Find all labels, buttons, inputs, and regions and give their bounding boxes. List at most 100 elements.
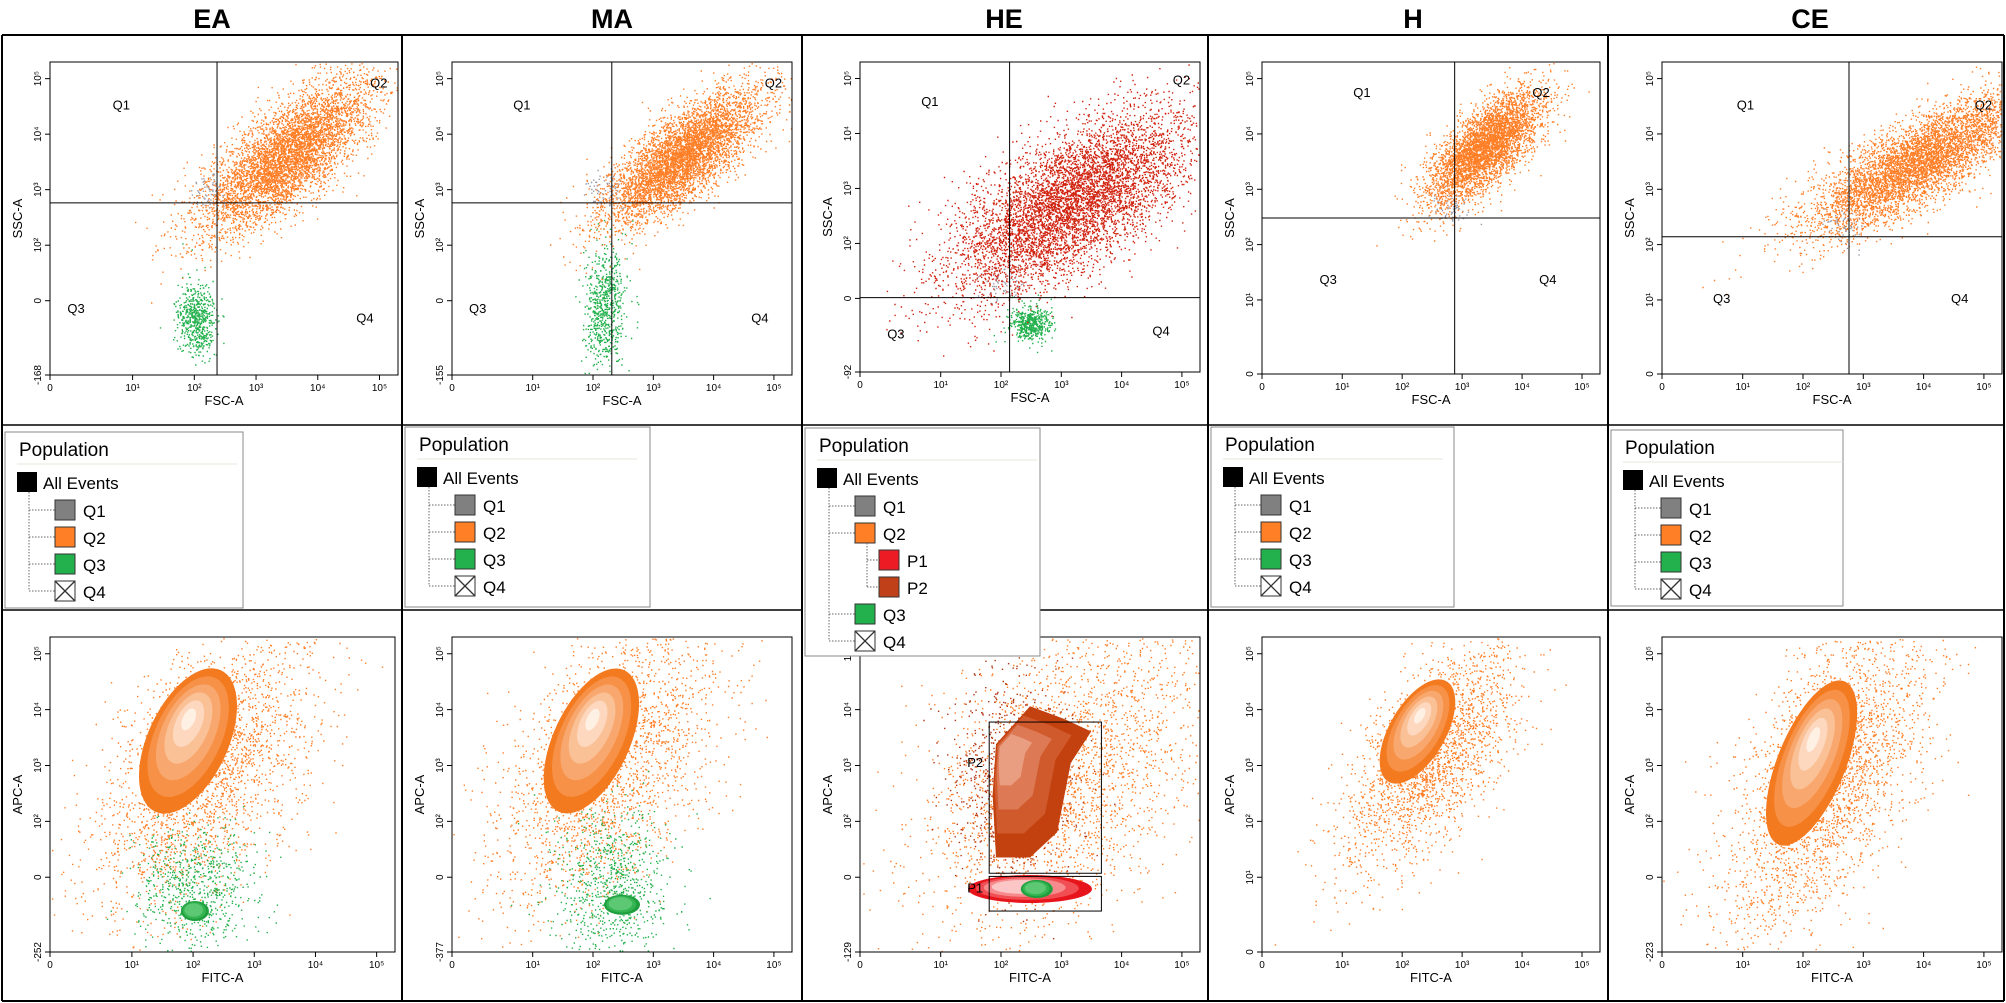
density-contour (1024, 882, 1046, 895)
legend-title: Population (819, 436, 909, 457)
x-axis-label: FITC-A (601, 970, 643, 985)
plot-frame (451, 61, 793, 376)
legend-label-q4: Q4 (1689, 581, 1712, 600)
x-axis-label: FSC-A (1011, 390, 1050, 405)
legend-label-q4: Q4 (883, 633, 906, 652)
q4-cross (854, 630, 876, 652)
x-tick-label: 10³ (247, 960, 262, 971)
y-tick-label: 10² (1645, 813, 1656, 828)
x-tick-label: 10⁵ (766, 960, 781, 971)
x-tick-label: 10¹ (525, 960, 540, 971)
legend-box (4, 431, 244, 609)
y-tick-label: -168 (33, 365, 44, 385)
q3-density (604, 894, 640, 915)
legend-label-q1: Q1 (1689, 500, 1712, 519)
plot-frame (1261, 636, 1601, 953)
y-tick-label: 10⁴ (1645, 702, 1656, 717)
legend-label-q4: Q4 (1289, 578, 1312, 597)
x-tick-label: 10² (1796, 960, 1811, 971)
q3-density (180, 901, 209, 922)
q4-cross (1660, 578, 1682, 600)
y-tick-label: 0 (435, 874, 446, 880)
legend-label-q1: Q1 (1289, 497, 1312, 516)
x-tick-label: 10³ (646, 960, 661, 971)
quadrant-label-q3: Q3 (1713, 291, 1730, 306)
x-tick-label: 10⁴ (308, 960, 323, 971)
column-title-ea: EA (193, 4, 231, 34)
plot-frame (49, 61, 399, 376)
x-tick-label: 10⁵ (1976, 382, 1991, 393)
x-axis-label: FSC-A (205, 393, 244, 408)
x-tick-label: 10⁴ (1114, 380, 1129, 391)
x-tick-label: 10¹ (1335, 960, 1350, 971)
legend-label-q4: Q4 (483, 578, 506, 597)
swatch-q2 (1660, 524, 1682, 546)
swatch-q1 (1260, 494, 1282, 516)
y-tick-label: 10⁵ (435, 646, 446, 661)
all-events-label: All Events (43, 474, 119, 493)
y-tick-label: 10³ (1645, 181, 1656, 196)
legend-label-q1: Q1 (483, 497, 506, 516)
y-tick-label: 0 (843, 874, 854, 880)
x-tick-label: 0 (1659, 960, 1665, 971)
x-tick-label: 10² (1395, 382, 1410, 393)
scatter-plot-ce: Q1 Q2 Q3 Q4 0 10¹ 10² 10³ 10⁴ 10⁵ 0 10¹ 10² 10³ 10⁴ 10⁵… (1622, 61, 2003, 407)
q3-scatter (106, 806, 282, 952)
y-tick-label: -223 (1645, 942, 1656, 962)
column-title-h: H (1403, 4, 1423, 34)
y-tick-label: 10³ (435, 182, 446, 197)
legend-title: Population (1225, 435, 1315, 456)
plot-frame (49, 636, 396, 953)
y-tick-label: 10² (843, 813, 854, 828)
event-dots (1702, 66, 2003, 296)
event-dots (1376, 63, 1590, 247)
y-tick-label: 10³ (435, 758, 446, 773)
quadrant-label-q2: Q2 (370, 76, 387, 91)
q2-density (1765, 680, 1858, 846)
y-tick-label: 10³ (843, 758, 854, 773)
x-tick-label: 0 (449, 960, 455, 971)
plots-layer: Q1 Q2 Q3 Q4 0 10¹ 10² 10³ 10⁴ 10⁵ -168 0 10² 10³ 10⁴ 10… (10, 61, 2003, 985)
y-tick-label: 10² (435, 813, 446, 828)
all-events-swatch (1623, 470, 1643, 490)
x-tick-label: 10⁵ (1174, 380, 1189, 391)
density-plot-he: P2P1010¹10²10³10⁴10⁵-129010²10³10⁴10⁵FIT… (820, 636, 1201, 985)
y-tick-label: 10⁴ (435, 126, 446, 141)
legend-label-q3: Q3 (883, 606, 906, 625)
y-tick-label: 0 (1645, 874, 1656, 880)
q2-density (139, 668, 237, 814)
legend-title: Population (1625, 438, 1715, 459)
x-tick-label: 0 (449, 383, 455, 394)
y-tick-label: 10⁵ (33, 646, 44, 661)
x-tick-label: 10¹ (125, 960, 140, 971)
legend-ea: Population All Events Q1 Q2 Q3 Q4 (4, 431, 244, 609)
legend-box (804, 427, 1041, 657)
y-tick-label: 10² (33, 237, 44, 252)
x-tick-label: 0 (1659, 382, 1665, 393)
event-dots (106, 806, 282, 952)
density-contour (1414, 707, 1426, 724)
p2-density (992, 706, 1092, 858)
y-tick-label: 10² (843, 236, 854, 251)
event-dots (886, 64, 1200, 357)
swatch-q1 (454, 494, 476, 516)
y-axis-label: APC-A (412, 774, 427, 814)
y-tick-label: 10⁴ (33, 702, 44, 717)
y-tick-label: 10³ (1245, 181, 1256, 196)
q3-cloud (993, 294, 1057, 354)
event-dots (575, 219, 640, 375)
x-axis-label: FITC-A (1410, 970, 1452, 985)
x-tick-label: 10³ (1856, 382, 1871, 393)
density-plot-ea: 0 10¹ 10² 10³ 10⁴ 10⁵-252010²10³10⁴10⁵FITC-AA… (10, 636, 396, 985)
debris-cloud (976, 261, 1024, 305)
legend-box (404, 426, 651, 608)
swatch-q1 (1660, 497, 1682, 519)
legend-label-q4: Q4 (83, 583, 106, 602)
x-tick-label: 10⁴ (1514, 960, 1529, 971)
x-tick-label: 10¹ (1335, 382, 1350, 393)
all-events-swatch (17, 472, 37, 492)
x-tick-label: 0 (1259, 960, 1265, 971)
column-title-he: HE (985, 4, 1023, 34)
